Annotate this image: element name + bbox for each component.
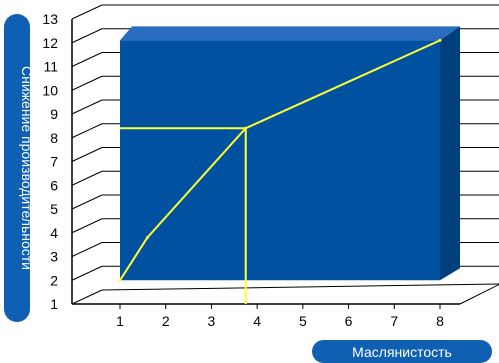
grid-line-diagonal	[71, 99, 103, 115]
series-point	[438, 38, 442, 42]
grid-line-diagonal	[71, 75, 103, 91]
floor-back-edge	[101, 283, 499, 291]
x-tick-label: 5	[299, 313, 307, 329]
series-point	[118, 278, 122, 282]
y-tick-label: 10	[42, 82, 58, 98]
y-tick-label: 6	[50, 177, 58, 193]
x-axis-label: Маслянистость	[352, 344, 452, 360]
y-axis-label-pill: Снижение производительности	[4, 14, 35, 322]
y-tick-label: 13	[42, 11, 58, 27]
plot-panel	[120, 26, 460, 281]
y-tick-label: 8	[50, 130, 58, 146]
y-tick-label: 2	[50, 272, 58, 288]
grid-line-diagonal	[71, 194, 103, 210]
axes	[71, 19, 499, 309]
y-tick-label: 9	[50, 106, 58, 122]
x-axis-label-pill: Маслянистость	[312, 340, 492, 363]
series-point	[145, 236, 149, 239]
panel-side	[440, 26, 460, 281]
y-tick-label: 12	[42, 35, 58, 51]
grid-line-diagonal	[71, 218, 103, 234]
grid-line-diagonal	[71, 52, 103, 67]
x-tick-labels: 1 2 3 4 5 6 7 8	[116, 313, 444, 329]
grid-line-diagonal	[71, 4, 103, 20]
series-line	[119, 39, 441, 281]
grid-line-diagonal	[71, 242, 103, 257]
grid-line-diagonal	[71, 28, 103, 44]
y-tick-label: 7	[50, 154, 58, 170]
x-tick-label: 7	[390, 313, 398, 329]
floor-right-edge	[459, 283, 499, 305]
panel-front	[120, 40, 440, 281]
x-tick-label: 1	[116, 313, 124, 329]
x-tick-label: 6	[345, 313, 353, 329]
grid-line-diagonal	[71, 289, 103, 305]
y-tick-label: 5	[50, 201, 58, 217]
y-tick-label: 11	[43, 59, 58, 75]
y-axis-label: Снижение производительности	[19, 66, 35, 270]
x-tick-label: 8	[436, 313, 444, 329]
x-tick-label: 4	[253, 313, 261, 329]
grid-line-diagonal	[71, 147, 103, 162]
y-tick-label: 3	[50, 249, 58, 265]
grid-line-diagonal	[71, 265, 103, 281]
grid-line-diagonal	[71, 170, 103, 186]
panel-top	[120, 26, 460, 41]
x-tick-label: 2	[162, 313, 170, 329]
series-lines	[118, 38, 442, 304]
y-tick-label: 1	[50, 296, 58, 312]
y-tick-label: 4	[50, 225, 58, 241]
grid-line-diagonal	[71, 123, 103, 139]
x-tick-label: 3	[208, 313, 216, 329]
